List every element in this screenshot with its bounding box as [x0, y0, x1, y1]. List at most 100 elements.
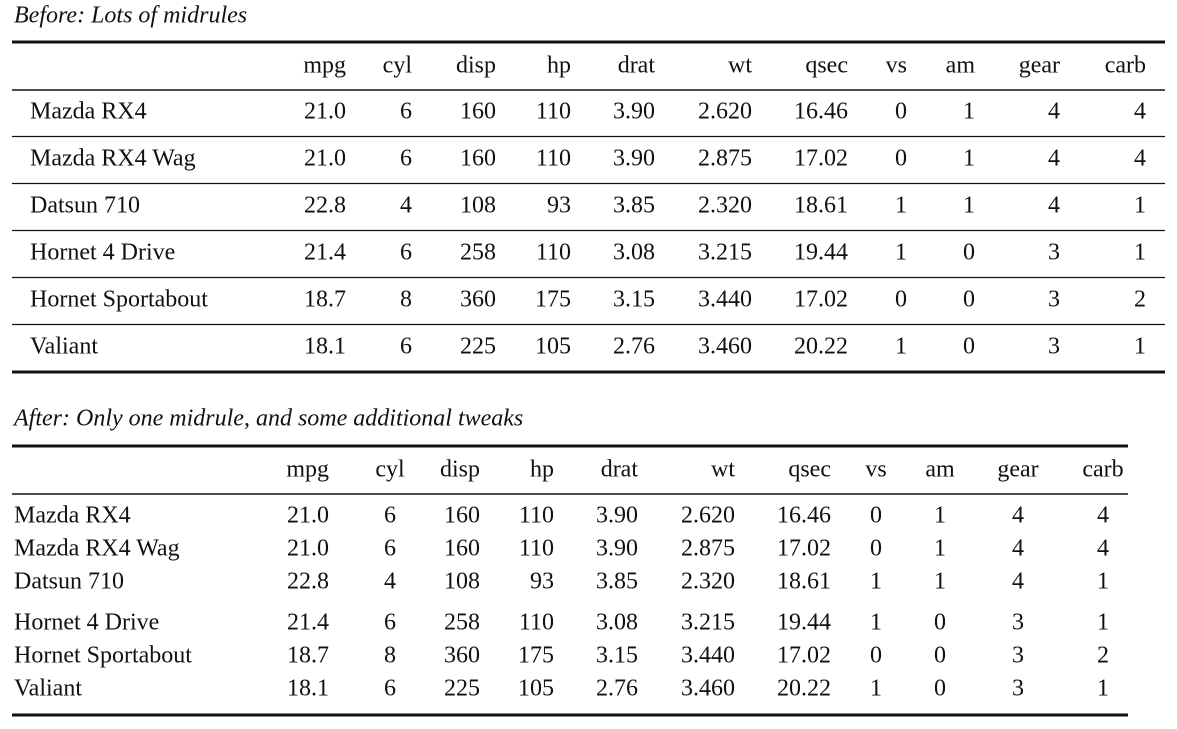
row-name: Datsun 710	[30, 193, 140, 219]
cell: 6	[400, 99, 412, 125]
column-header: drat	[601, 457, 639, 483]
cell: 16.46	[794, 99, 848, 125]
cell: 2.76	[613, 334, 655, 360]
column-header: mpg	[303, 53, 346, 79]
cell: 0	[895, 99, 907, 125]
cell: 0	[870, 536, 882, 562]
cell: 3.08	[596, 610, 638, 636]
column-header: am	[925, 457, 955, 483]
cell: 6	[400, 146, 412, 172]
cell: 0	[934, 610, 946, 636]
cell: 1	[870, 569, 882, 595]
column-header: cyl	[383, 53, 413, 79]
cell: 4	[1012, 536, 1024, 562]
cell: 0	[934, 676, 946, 702]
cell: 2.320	[681, 569, 735, 595]
cell: 3.460	[681, 676, 735, 702]
cell: 3	[1012, 643, 1024, 669]
cell: 105	[518, 676, 554, 702]
cell: 3	[1012, 610, 1024, 636]
table-caption: Before: Lots of midrules	[14, 3, 247, 29]
cell: 18.7	[287, 643, 329, 669]
cell: 258	[444, 610, 480, 636]
cell: 110	[519, 610, 554, 636]
cell: 1	[1097, 610, 1109, 636]
column-header: qsec	[805, 53, 848, 79]
cell: 6	[400, 240, 412, 266]
cell: 3.215	[698, 240, 752, 266]
row-name: Mazda RX4	[30, 99, 147, 125]
cell: 0	[963, 240, 975, 266]
cell: 1	[870, 610, 882, 636]
cell: 19.44	[777, 610, 831, 636]
column-header: gear	[1019, 53, 1060, 79]
cell: 3.90	[596, 503, 638, 529]
cell: 2.76	[596, 676, 638, 702]
cell: 1	[934, 569, 946, 595]
cell: 20.22	[794, 334, 848, 360]
cell: 3	[1048, 287, 1060, 313]
cell: 3.215	[681, 610, 735, 636]
cell: 0	[870, 643, 882, 669]
cell: 22.8	[304, 193, 346, 219]
cell: 2	[1097, 643, 1109, 669]
cell: 225	[460, 334, 496, 360]
cell: 2	[1134, 287, 1146, 313]
cell: 0	[963, 334, 975, 360]
column-header: wt	[728, 53, 752, 79]
cell: 19.44	[794, 240, 848, 266]
cell: 1	[934, 503, 946, 529]
cell: 3.08	[613, 240, 655, 266]
cell: 3.85	[613, 193, 655, 219]
cell: 3.15	[613, 287, 655, 313]
row-name: Valiant	[14, 676, 82, 702]
cell: 21.0	[287, 536, 329, 562]
cell: 17.02	[777, 536, 831, 562]
cell: 110	[536, 99, 571, 125]
cell: 4	[400, 193, 412, 219]
row-name: Hornet Sportabout	[14, 643, 192, 669]
cell: 3	[1048, 334, 1060, 360]
cell: 21.4	[304, 240, 346, 266]
cell: 175	[535, 287, 571, 313]
column-header: drat	[618, 53, 656, 79]
cell: 1	[963, 99, 975, 125]
cell: 1	[895, 334, 907, 360]
cell: 6	[384, 503, 396, 529]
cell: 17.02	[777, 643, 831, 669]
cell: 160	[444, 536, 480, 562]
cell: 1	[895, 193, 907, 219]
row-name: Mazda RX4	[14, 503, 131, 529]
column-header: wt	[711, 457, 735, 483]
column-header: cyl	[375, 457, 405, 483]
cell: 2.320	[698, 193, 752, 219]
cell: 3.440	[698, 287, 752, 313]
row-name: Mazda RX4 Wag	[14, 536, 180, 562]
cell: 4	[1097, 503, 1109, 529]
cell: 2.875	[698, 146, 752, 172]
cell: 2.620	[681, 503, 735, 529]
cell: 3.90	[613, 146, 655, 172]
cell: 1	[895, 240, 907, 266]
cell: 3.90	[613, 99, 655, 125]
cell: 160	[460, 146, 496, 172]
cell: 22.8	[287, 569, 329, 595]
cell: 18.61	[794, 193, 848, 219]
cell: 4	[1134, 99, 1146, 125]
cell: 4	[1012, 569, 1024, 595]
cell: 108	[444, 569, 480, 595]
cell: 21.4	[287, 610, 329, 636]
column-header: carb	[1105, 53, 1146, 79]
cell: 4	[1048, 146, 1060, 172]
cell: 6	[384, 676, 396, 702]
table-caption: After: Only one midrule, and some additi…	[12, 406, 523, 432]
cell: 93	[547, 193, 571, 219]
column-header: disp	[456, 53, 496, 79]
cell: 1	[1097, 676, 1109, 702]
column-header: am	[946, 53, 976, 79]
row-name: Hornet 4 Drive	[14, 610, 159, 636]
cell: 6	[384, 610, 396, 636]
cell: 1	[934, 536, 946, 562]
cell: 0	[895, 146, 907, 172]
